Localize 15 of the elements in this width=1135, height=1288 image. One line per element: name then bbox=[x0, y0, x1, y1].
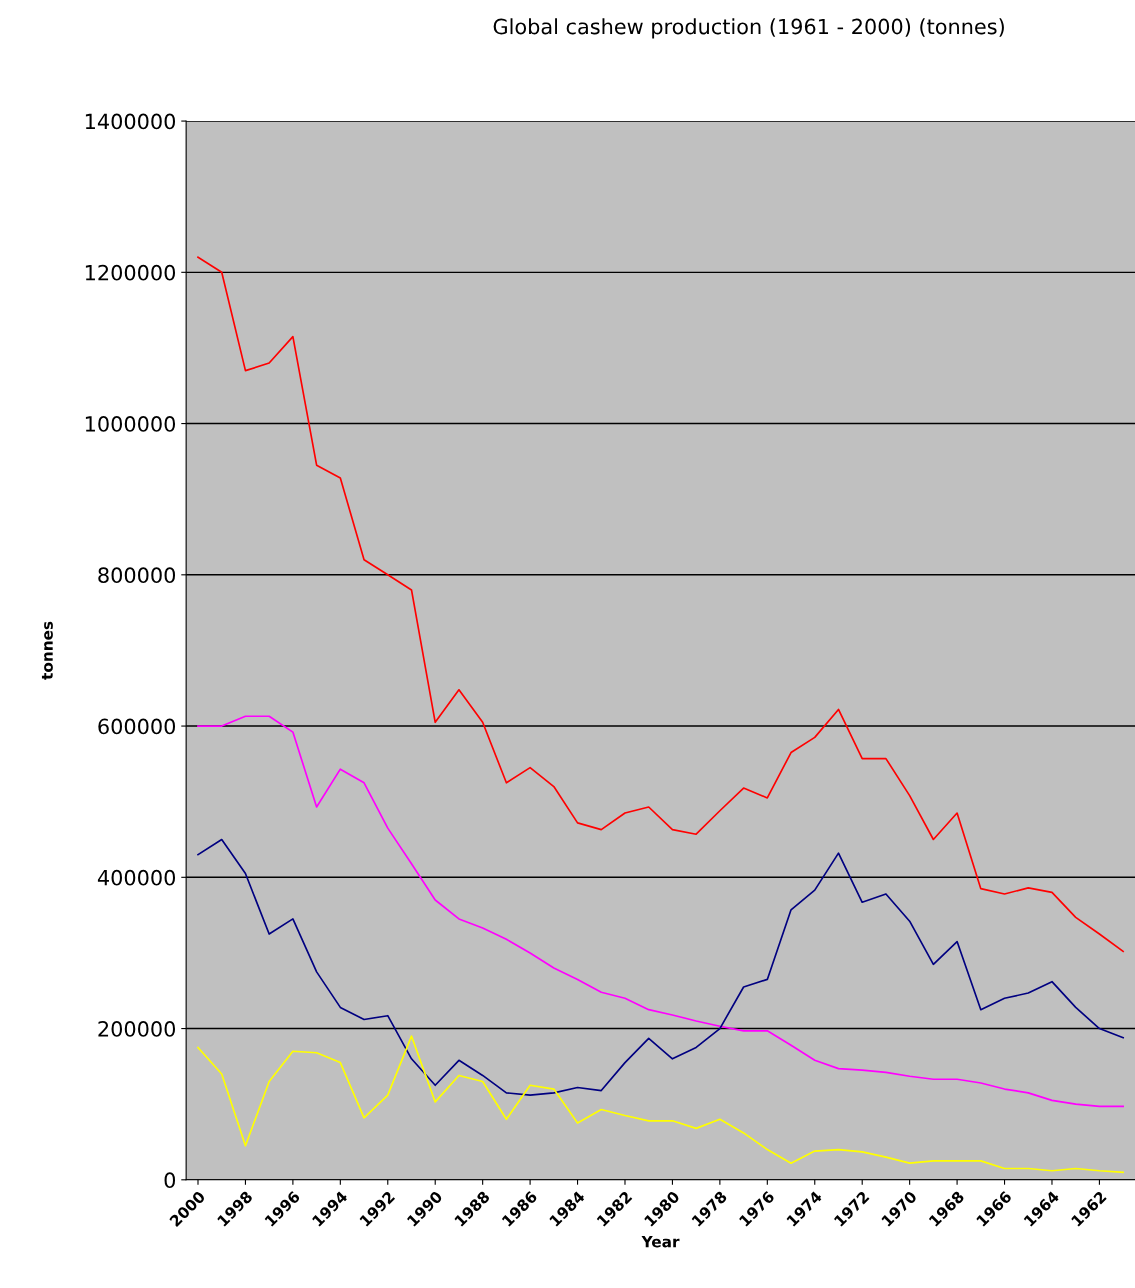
chart-title: Global cashew production (1961 - 2000) (tonnes) bbox=[493, 18, 1004, 39]
y-axis-title: tonnes bbox=[41, 621, 53, 680]
y-tick-label: 1000000 bbox=[85, 416, 176, 432]
line-series bbox=[197, 1035, 1124, 1174]
y-tick-label: 200000 bbox=[98, 1021, 176, 1037]
line-series bbox=[197, 838, 1124, 1096]
y-tick-label: 0 bbox=[164, 1172, 176, 1189]
line-series bbox=[197, 715, 1124, 1108]
y-tick-label: 400000 bbox=[97, 869, 176, 886]
y-tick-label: 1200000 bbox=[85, 264, 176, 281]
x-axis-title: Year bbox=[641, 1236, 680, 1248]
line-series bbox=[197, 256, 1124, 953]
y-tick-label: 600000 bbox=[98, 718, 176, 735]
y-tick-label: 1400000 bbox=[85, 113, 176, 130]
y-tick-label: 800000 bbox=[98, 567, 176, 584]
